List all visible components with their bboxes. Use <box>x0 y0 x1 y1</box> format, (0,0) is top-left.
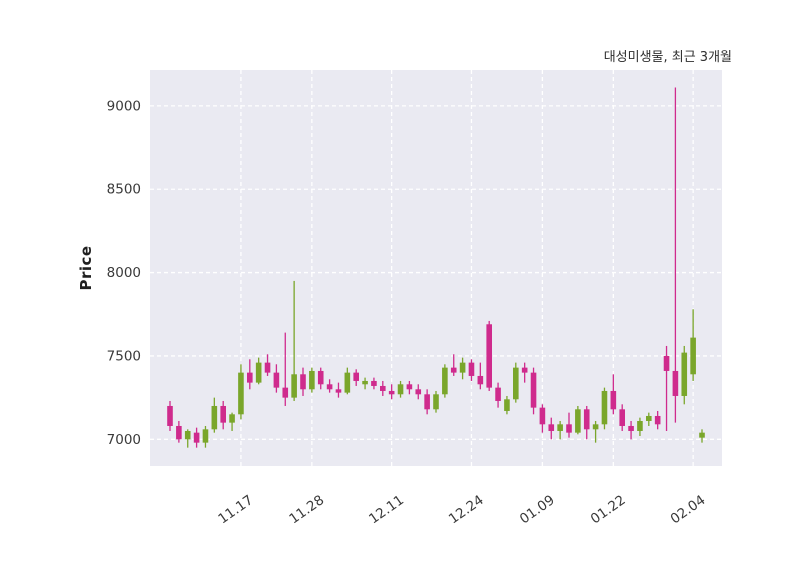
candle-body <box>300 374 306 390</box>
x-tick-label: 01.09 <box>517 492 558 527</box>
candle-body <box>193 432 200 443</box>
candle-body <box>264 362 271 373</box>
candle-body <box>273 372 280 388</box>
candle-body <box>646 415 652 421</box>
y-tick-label: 8000 <box>107 265 141 281</box>
candle-body <box>566 424 572 433</box>
candle-body <box>309 370 315 390</box>
candle-body <box>468 362 475 376</box>
candle-body <box>220 405 226 423</box>
candle-body <box>211 405 218 430</box>
candle-body <box>353 372 359 381</box>
candle-body <box>628 425 634 431</box>
candle-body <box>601 390 608 425</box>
candle-body <box>690 337 696 375</box>
candle-body <box>557 424 563 431</box>
candle-body <box>380 385 386 391</box>
candle-body <box>397 384 404 395</box>
candle-body <box>495 387 501 401</box>
candle-body <box>442 367 448 395</box>
candle-body <box>459 362 466 373</box>
candle-body <box>362 380 368 385</box>
candle-body <box>539 407 546 425</box>
candle-body <box>415 389 422 395</box>
candle-body <box>530 372 537 408</box>
candle-body <box>619 409 625 426</box>
y-axis-label: Price <box>77 245 95 291</box>
chart-title: 대성미생물, 최근 3개월 <box>603 50 732 65</box>
candle-body <box>513 367 519 400</box>
candle-body <box>433 394 439 410</box>
candle-body <box>681 352 688 396</box>
candle-body <box>406 384 413 390</box>
candle-body <box>247 372 253 383</box>
candle-body <box>167 405 173 426</box>
candle-body <box>282 387 289 398</box>
candle-body <box>388 390 395 395</box>
candle-body <box>450 367 457 373</box>
y-tick-label: 8500 <box>107 182 141 198</box>
candle-body <box>610 390 617 410</box>
candle-body <box>637 420 643 431</box>
candle-body <box>583 409 590 430</box>
y-tick-label: 7000 <box>107 432 141 448</box>
x-tick-label: 12.11 <box>366 492 407 527</box>
y-tick-label: 7500 <box>107 348 141 364</box>
candle-body <box>255 362 262 383</box>
candle-body <box>317 370 324 385</box>
candle-body <box>663 355 670 371</box>
candle-body <box>291 374 297 398</box>
candle-body <box>592 424 599 430</box>
candle-body <box>548 424 555 431</box>
candle-body <box>477 375 484 385</box>
candle-body <box>699 432 705 438</box>
candle-body <box>486 324 492 388</box>
candle-body <box>504 399 510 411</box>
x-tick-label: 11.17 <box>215 492 256 527</box>
candle-body <box>654 415 661 425</box>
candle-body <box>202 429 209 443</box>
candle-body <box>229 414 235 423</box>
x-tick-label: 01.22 <box>588 492 629 527</box>
candle-body <box>521 367 528 373</box>
candle-body <box>238 372 244 415</box>
candle-body <box>344 372 351 393</box>
candle-body <box>575 409 581 433</box>
x-tick-label: 11.28 <box>286 492 327 527</box>
candle-body <box>371 380 377 386</box>
candle-body <box>184 430 191 440</box>
x-tick-label: 02.04 <box>668 492 709 527</box>
candle-body <box>424 394 430 410</box>
candle-body <box>335 389 342 393</box>
x-tick-label: 12.24 <box>446 492 487 527</box>
candle-body <box>326 384 333 390</box>
candle-body <box>176 425 182 440</box>
y-tick-label: 9000 <box>107 98 141 114</box>
candle-body <box>672 370 679 396</box>
